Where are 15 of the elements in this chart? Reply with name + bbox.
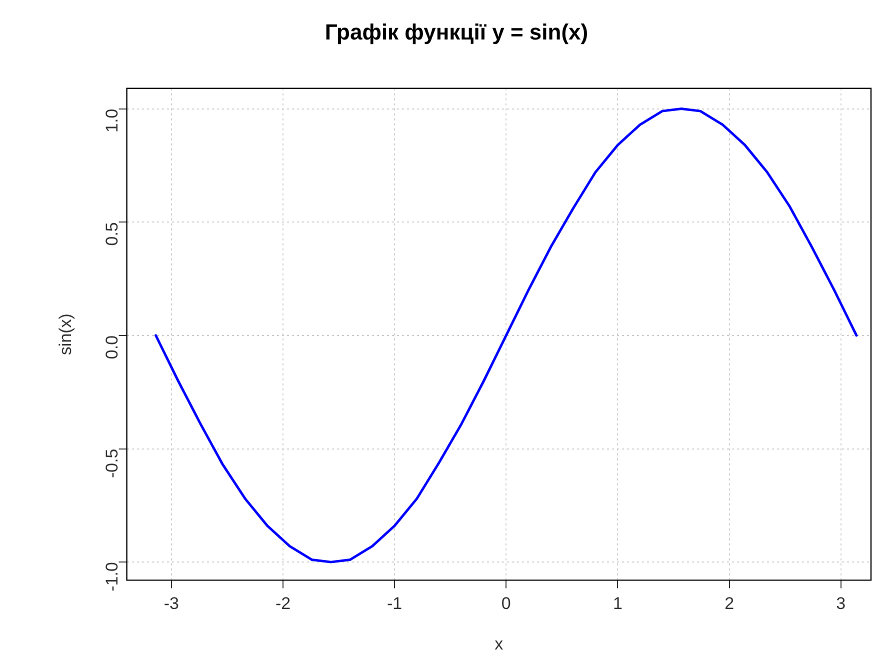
x-tick-label: -1	[387, 594, 402, 614]
chart-title: Графік функції y = sin(x)	[324, 19, 588, 44]
y-tick-label: -0.5	[102, 448, 122, 478]
y-axis-title: sin(x)	[56, 314, 75, 356]
x-tick-label: 3	[836, 594, 846, 614]
x-tick-label: -3	[164, 594, 179, 614]
y-tick-label: 0.0	[102, 335, 122, 360]
y-tick-label: -1.0	[102, 562, 122, 592]
x-axis-title: x	[494, 634, 504, 654]
x-tick-label: 0	[501, 594, 511, 614]
x-tick-label: 1	[612, 594, 622, 614]
x-tick-label: -2	[275, 594, 291, 614]
x-tick-label: 2	[724, 594, 734, 614]
y-tick-label: 1.0	[102, 108, 122, 132]
y-tick-label: 0.5	[102, 222, 122, 246]
